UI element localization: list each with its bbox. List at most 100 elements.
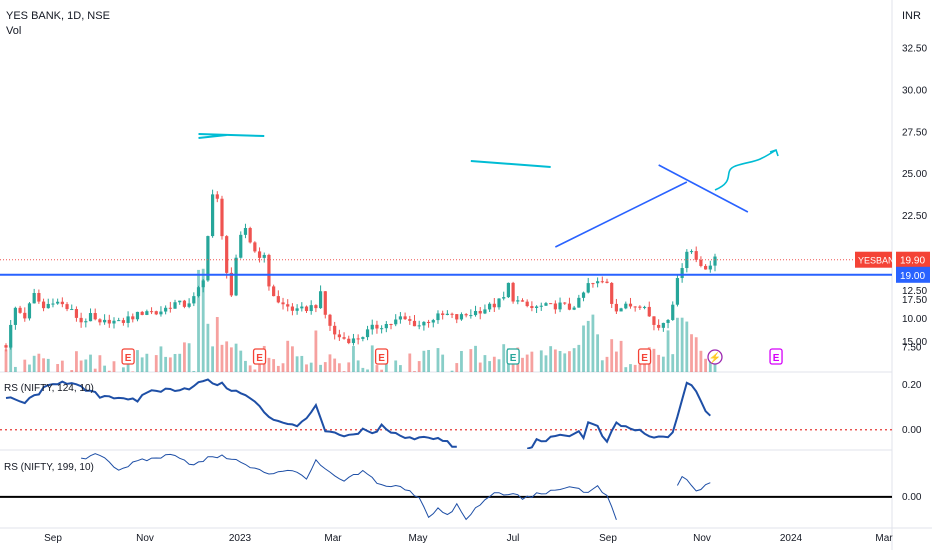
candle-body <box>601 281 604 282</box>
volume-bar <box>277 366 280 372</box>
earnings-marker-label: ⚡ <box>709 351 721 364</box>
candle-body <box>652 316 655 325</box>
volume-bar <box>192 371 195 372</box>
volume-label[interactable]: Vol <box>6 25 21 37</box>
candle-body <box>159 312 162 315</box>
candle-body <box>399 316 402 319</box>
candle-body <box>70 309 73 310</box>
candle-body <box>638 307 641 308</box>
candle-body <box>615 304 618 311</box>
volume-bar <box>183 342 186 372</box>
candle-body <box>281 302 284 304</box>
volume-bar <box>634 365 637 372</box>
candle-body <box>422 322 425 325</box>
symbol-title[interactable]: YES BANK, 1D, NSE <box>6 10 110 22</box>
candle-body <box>385 324 388 328</box>
volume-bar <box>329 354 332 372</box>
volume-bar <box>418 361 421 372</box>
candle-body <box>619 308 622 311</box>
rs2-series-line <box>677 477 710 491</box>
currency-label[interactable]: INR <box>902 10 921 22</box>
volume-bar <box>657 355 660 372</box>
candle-body <box>469 315 472 316</box>
volume-bar <box>559 351 562 372</box>
projection-arrow <box>715 150 776 190</box>
volume-bar <box>606 357 609 372</box>
candle-body <box>51 304 54 305</box>
volume-bar <box>662 357 665 372</box>
candle-body <box>239 235 242 258</box>
candle-body <box>277 296 280 302</box>
volume-bar <box>399 365 402 372</box>
candle-body <box>375 325 378 329</box>
volume-bar <box>291 346 294 372</box>
candle-body <box>23 313 26 319</box>
candle-body <box>192 296 195 303</box>
volume-bar <box>235 344 238 372</box>
candle-body <box>80 318 83 322</box>
volume-bar <box>230 347 233 372</box>
candle-body <box>450 314 453 315</box>
candle-body <box>624 304 627 309</box>
candle-body <box>516 300 519 301</box>
annotation-line <box>471 161 551 167</box>
volume-bar <box>469 349 472 372</box>
price-pane <box>4 190 716 352</box>
volume-bar <box>615 352 618 372</box>
candle-body <box>286 304 289 306</box>
price-tick-label: 25.00 <box>902 169 927 180</box>
candle-body <box>591 283 594 284</box>
candle-body <box>540 306 543 307</box>
volume-bar <box>178 354 181 372</box>
candle-body <box>216 194 219 198</box>
volume-bar <box>629 364 632 372</box>
candle-body <box>427 322 430 323</box>
candle-body <box>479 311 482 313</box>
volume-bar <box>451 371 454 372</box>
candle-body <box>150 311 153 312</box>
candle-body <box>319 291 322 308</box>
candle-body <box>155 311 158 314</box>
rs1-label: RS (NIFTY, 124, 10) <box>4 383 94 394</box>
volume-bar <box>704 359 707 372</box>
candle-body <box>141 312 144 315</box>
volume-bar <box>84 359 87 372</box>
candle-body <box>18 308 21 313</box>
volume-bar <box>80 361 83 372</box>
candle-body <box>296 308 299 310</box>
candle-body <box>42 302 45 309</box>
volume-bar <box>573 348 576 372</box>
candle-body <box>263 255 266 258</box>
volume-bar <box>268 358 271 372</box>
volume-bar <box>540 350 543 372</box>
volume-bar <box>169 357 172 372</box>
earnings-marker-label: E <box>378 353 385 364</box>
rs2-label: RS (NIFTY, 199, 10) <box>4 462 94 473</box>
candle-body <box>126 316 129 323</box>
time-tick-label: 2023 <box>229 533 252 544</box>
candle-body <box>14 308 17 325</box>
volume-bar <box>94 369 97 372</box>
volume-bar <box>108 371 111 372</box>
volume-bar <box>14 367 17 372</box>
candle-body <box>605 282 608 283</box>
time-tick-label: Mar <box>324 533 342 544</box>
volume-bar <box>61 361 64 372</box>
volume-bar <box>512 363 515 372</box>
candle-body <box>122 320 125 323</box>
candle-body <box>108 320 111 324</box>
candle-body <box>272 286 275 296</box>
volume-bar <box>122 367 125 372</box>
candle-body <box>671 305 674 320</box>
volume-tick-label: 10.00 <box>902 314 927 325</box>
volume-bar <box>587 321 590 372</box>
candle-body <box>300 307 303 309</box>
volume-bar <box>244 361 247 372</box>
volume-bar <box>681 318 684 372</box>
candle-body <box>47 304 50 308</box>
candle-body <box>493 304 496 308</box>
